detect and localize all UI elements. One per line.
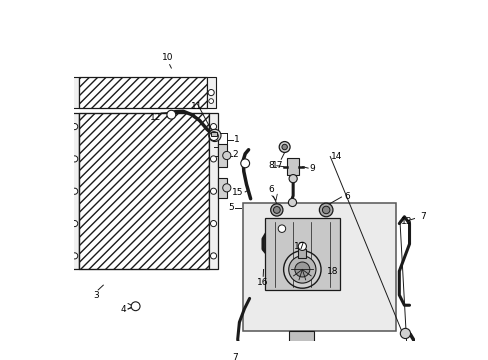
Circle shape [210,188,216,194]
Circle shape [298,242,306,251]
Text: 6: 6 [344,192,350,201]
Text: 5: 5 [227,203,233,212]
Text: 7: 7 [420,212,425,221]
Circle shape [72,123,78,130]
Circle shape [288,175,297,183]
Bar [80,77,206,108]
Circle shape [319,203,332,217]
Circle shape [210,123,216,130]
Bar [218,144,226,167]
Circle shape [72,253,78,259]
Text: 13: 13 [400,217,412,226]
Circle shape [208,129,221,141]
Bar [206,77,215,108]
Bar [218,177,226,198]
Circle shape [279,141,289,152]
Circle shape [208,90,214,96]
Circle shape [222,152,230,159]
Bar [208,113,218,270]
Bar [71,77,80,108]
Text: 11: 11 [191,102,202,111]
Circle shape [210,220,216,227]
Circle shape [294,262,309,277]
Circle shape [282,144,287,150]
Circle shape [288,256,315,283]
Circle shape [288,198,296,207]
Circle shape [131,302,140,311]
Text: 18: 18 [326,267,338,276]
Circle shape [283,251,321,288]
Text: 8: 8 [268,161,274,170]
Circle shape [222,184,230,192]
Bar [80,113,208,270]
Bar [286,158,299,175]
Circle shape [208,99,213,103]
Text: 17: 17 [293,242,305,251]
Bar [298,249,306,258]
Text: 6: 6 [268,185,274,194]
Circle shape [270,204,283,216]
Circle shape [210,156,216,162]
Bar [211,132,217,136]
Circle shape [273,207,280,213]
Text: 14: 14 [330,152,342,161]
Circle shape [210,253,216,259]
Text: 1: 1 [233,135,239,144]
Text: 3: 3 [93,291,99,300]
Text: 7: 7 [232,354,238,360]
Circle shape [72,156,78,162]
Circle shape [240,159,249,168]
Text: 2: 2 [232,150,238,159]
Circle shape [209,132,218,140]
Text: 9: 9 [309,164,315,173]
Text: 10: 10 [162,53,173,62]
Bar [291,348,310,360]
Text: 15: 15 [232,188,244,197]
Bar [264,219,339,290]
Circle shape [278,225,285,233]
Text: 17: 17 [271,161,283,170]
Circle shape [72,220,78,227]
Text: 16: 16 [257,278,268,287]
Text: 12: 12 [150,113,162,122]
Circle shape [400,328,410,338]
Bar [288,331,314,348]
Bar [243,203,395,331]
Circle shape [166,110,175,119]
Circle shape [72,188,78,194]
Text: 4: 4 [120,305,126,314]
Bar [70,113,80,270]
Circle shape [322,206,329,214]
